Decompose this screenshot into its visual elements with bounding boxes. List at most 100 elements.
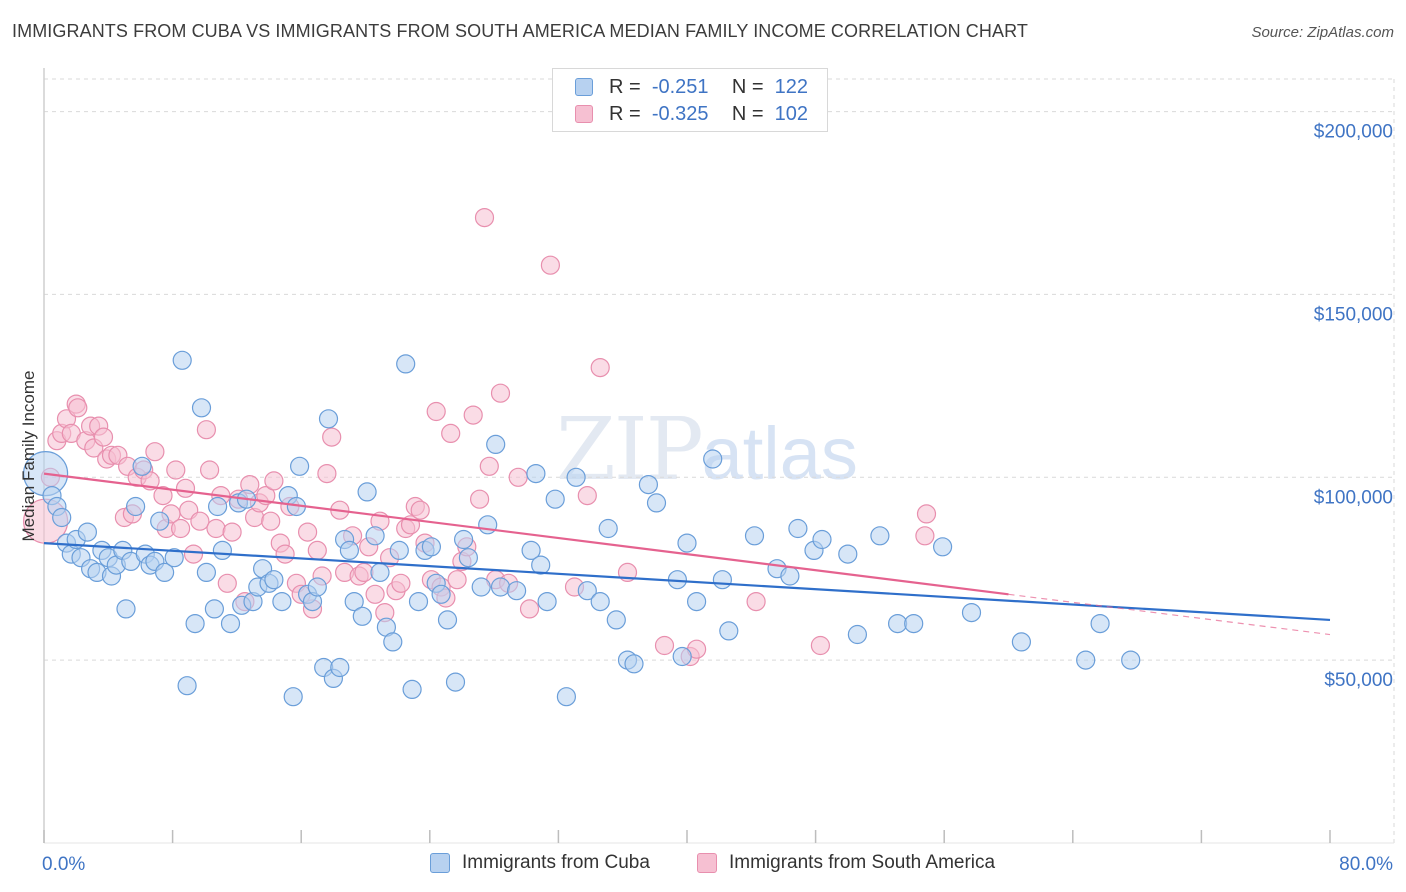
sa-point [426,401,446,422]
sa-point [222,522,242,542]
cuba-point [212,540,232,561]
sa-point [470,489,490,509]
watermark-atlas: atlas [701,412,858,495]
sa-point [915,526,935,546]
cuba-point [408,591,429,612]
cuba-point [458,548,478,568]
cuba-point [537,591,557,612]
sa-point [217,573,237,593]
cuba-point [526,464,546,484]
cuba-point [1011,632,1032,652]
cuba-point [339,540,359,561]
cuba-point [624,654,644,674]
cuba-point [598,518,618,539]
sa-point [654,635,675,656]
source-credit: Source: ZipAtlas.com [1251,24,1394,41]
cuba-point [478,515,498,535]
cuba-point [357,482,377,502]
legend-n-label: N = [731,102,764,125]
cuba-point [365,526,385,546]
y-tick-label: $200,000 [1314,122,1393,143]
cuba-point [421,537,441,557]
sa-point [264,471,284,491]
sa-point [916,504,937,524]
cuba-point [677,533,697,553]
cuba-point [531,555,551,575]
cuba-point [191,398,212,418]
cuba-point [590,591,610,612]
sa-point [519,599,540,619]
trend-layer [43,472,1331,636]
cuba-point [780,566,800,586]
cuba-point [712,570,733,590]
cuba-point [116,599,136,619]
cuba-point [172,350,192,370]
legend-row-sa: R = -0.325 N = 102 [575,102,808,126]
sa-point [190,511,210,531]
cuba-point [352,606,372,626]
cuba-point [431,584,451,604]
cuba-point [870,526,890,546]
sa-point [275,544,295,564]
cuba-point [126,496,146,517]
cuba-point [744,526,765,546]
cuba-point [577,581,597,601]
cuba-point [370,562,390,583]
sa-point [391,573,411,593]
cuba-point [887,613,908,634]
sa-point [577,486,597,506]
sa-point [590,358,610,378]
sa-point [508,467,528,487]
y-axis-title: Median Family Income [19,370,38,541]
sa-trend-extension [1008,593,1331,636]
sa-point [810,635,831,656]
cuba-point [545,489,565,509]
cuba-point [155,562,175,583]
cuba-point [185,613,205,634]
cuba-point [838,544,858,564]
cuba-trend-line [43,542,1331,622]
sa-point [354,562,374,583]
correlation-legend: R = -0.251 N = 122 R = -0.325 N = 102 [552,68,828,132]
cuba-point [283,687,303,707]
cuba-point [264,570,284,590]
sa-point [410,500,430,520]
sa-point [365,584,385,604]
cuba-point [606,610,626,630]
y-tick-label: $100,000 [1314,487,1393,508]
legend-n-label: N = [731,75,764,98]
sa-point [317,464,337,484]
cuba-point [177,676,197,696]
cuba-point [272,591,292,612]
legend-row-cuba: R = -0.251 N = 122 [575,75,808,99]
legend-n-value-cuba: 122 [774,75,808,98]
cuba-point [646,493,667,513]
sa-point [474,208,495,228]
cuba-point [703,449,723,469]
cuba-point [220,613,241,634]
cuba-point [196,562,216,583]
sa-point [261,511,281,531]
sa-point [322,427,342,447]
sa-point [463,405,483,425]
cuba-point [290,456,310,476]
cuba-point [556,687,577,707]
cuba-point [77,522,98,542]
cuba-point [402,679,422,700]
sa-point [153,486,173,506]
cuba-point [812,529,832,550]
cuba-point [1076,650,1096,670]
cuba-point [566,467,586,487]
cuba-point [389,540,409,561]
sa-point [145,442,165,462]
bottom-legend-label-sa: Immigrants from South America [729,852,996,873]
cuba-point [445,672,466,692]
cuba-point [454,529,474,550]
cuba-point [1090,613,1110,634]
sa-point [540,255,561,275]
cuba-point [208,496,228,517]
sa-point [166,460,186,480]
cuba-point [150,511,170,531]
bottom-legend-cuba: Immigrants from Cuba [430,852,650,874]
